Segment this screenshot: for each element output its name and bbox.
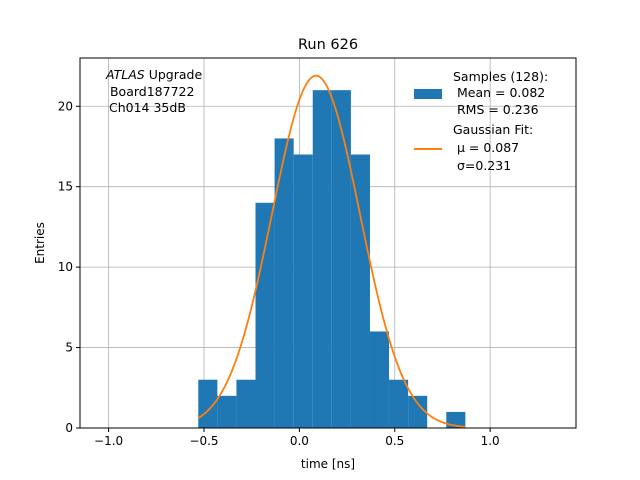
y-tick-label-1: 5	[65, 341, 73, 355]
x-tick-label-0: −1.0	[94, 434, 123, 448]
histogram-bar-8	[350, 154, 370, 429]
histogram-bar-1	[217, 395, 237, 428]
histogram-bar-6	[312, 90, 332, 428]
y-tick-label-4: 20	[58, 99, 73, 113]
x-tick-label-1: −0.5	[189, 434, 218, 448]
annotation-channel: Ch014 35dB	[109, 100, 186, 115]
y-tick-label-2: 10	[58, 260, 73, 274]
annotation-board: Board187722	[106, 84, 194, 99]
legend-hist-line-2: Mean = 0.082	[453, 85, 545, 100]
legend: Samples (128): Mean = 0.082 RMS = 0.236 …	[414, 69, 548, 173]
fit-curve	[197, 74, 466, 428]
x-tick-label-2: 0.0	[290, 434, 309, 448]
y-tick-label-3: 15	[58, 180, 73, 194]
annotation-atlas: ATLAS	[105, 67, 145, 82]
chart-title: Run 626	[298, 37, 358, 53]
legend-hist-line-3: RMS = 0.236	[453, 102, 539, 117]
y-axis-label: Entries	[33, 222, 47, 264]
histogram-bar-9	[369, 331, 390, 428]
x-axis-label: time [ns]	[301, 457, 355, 471]
histogram-bar-7	[331, 90, 351, 428]
histogram-bar-0	[198, 379, 218, 428]
axis-ticks: −1.0 −0.5 0.0 0.5 1.0 0 5 10 15 20	[58, 99, 500, 448]
svg-text:ATLAS Upgrade: ATLAS Upgrade	[105, 67, 202, 82]
histogram-bar-2	[236, 379, 256, 428]
legend-hist-swatch	[414, 89, 442, 99]
legend-fit-line-3: σ=0.231	[453, 158, 511, 173]
x-tick-label-3: 0.5	[385, 434, 404, 448]
histogram-bar-3	[255, 202, 275, 428]
gaussian-fit	[197, 74, 466, 428]
atlas-annotation: ATLAS Upgrade Board187722 Ch014 35dB	[105, 67, 202, 115]
plot-frame	[79, 57, 577, 429]
legend-fit-line-1: Gaussian Fit:	[453, 122, 533, 137]
histogram	[198, 90, 466, 429]
y-tick-label-0: 0	[65, 421, 73, 435]
x-tick-label-4: 1.0	[481, 434, 500, 448]
legend-hist-line-1: Samples (128):	[453, 69, 548, 84]
histogram-bar-5	[293, 154, 313, 429]
histogram-bar-10	[389, 379, 409, 428]
legend-fit-line-2: μ = 0.087	[453, 140, 519, 155]
histogram-bar-4	[274, 138, 294, 428]
annotation-upgrade: Upgrade	[145, 67, 203, 82]
histogram-bar-11	[408, 395, 428, 428]
